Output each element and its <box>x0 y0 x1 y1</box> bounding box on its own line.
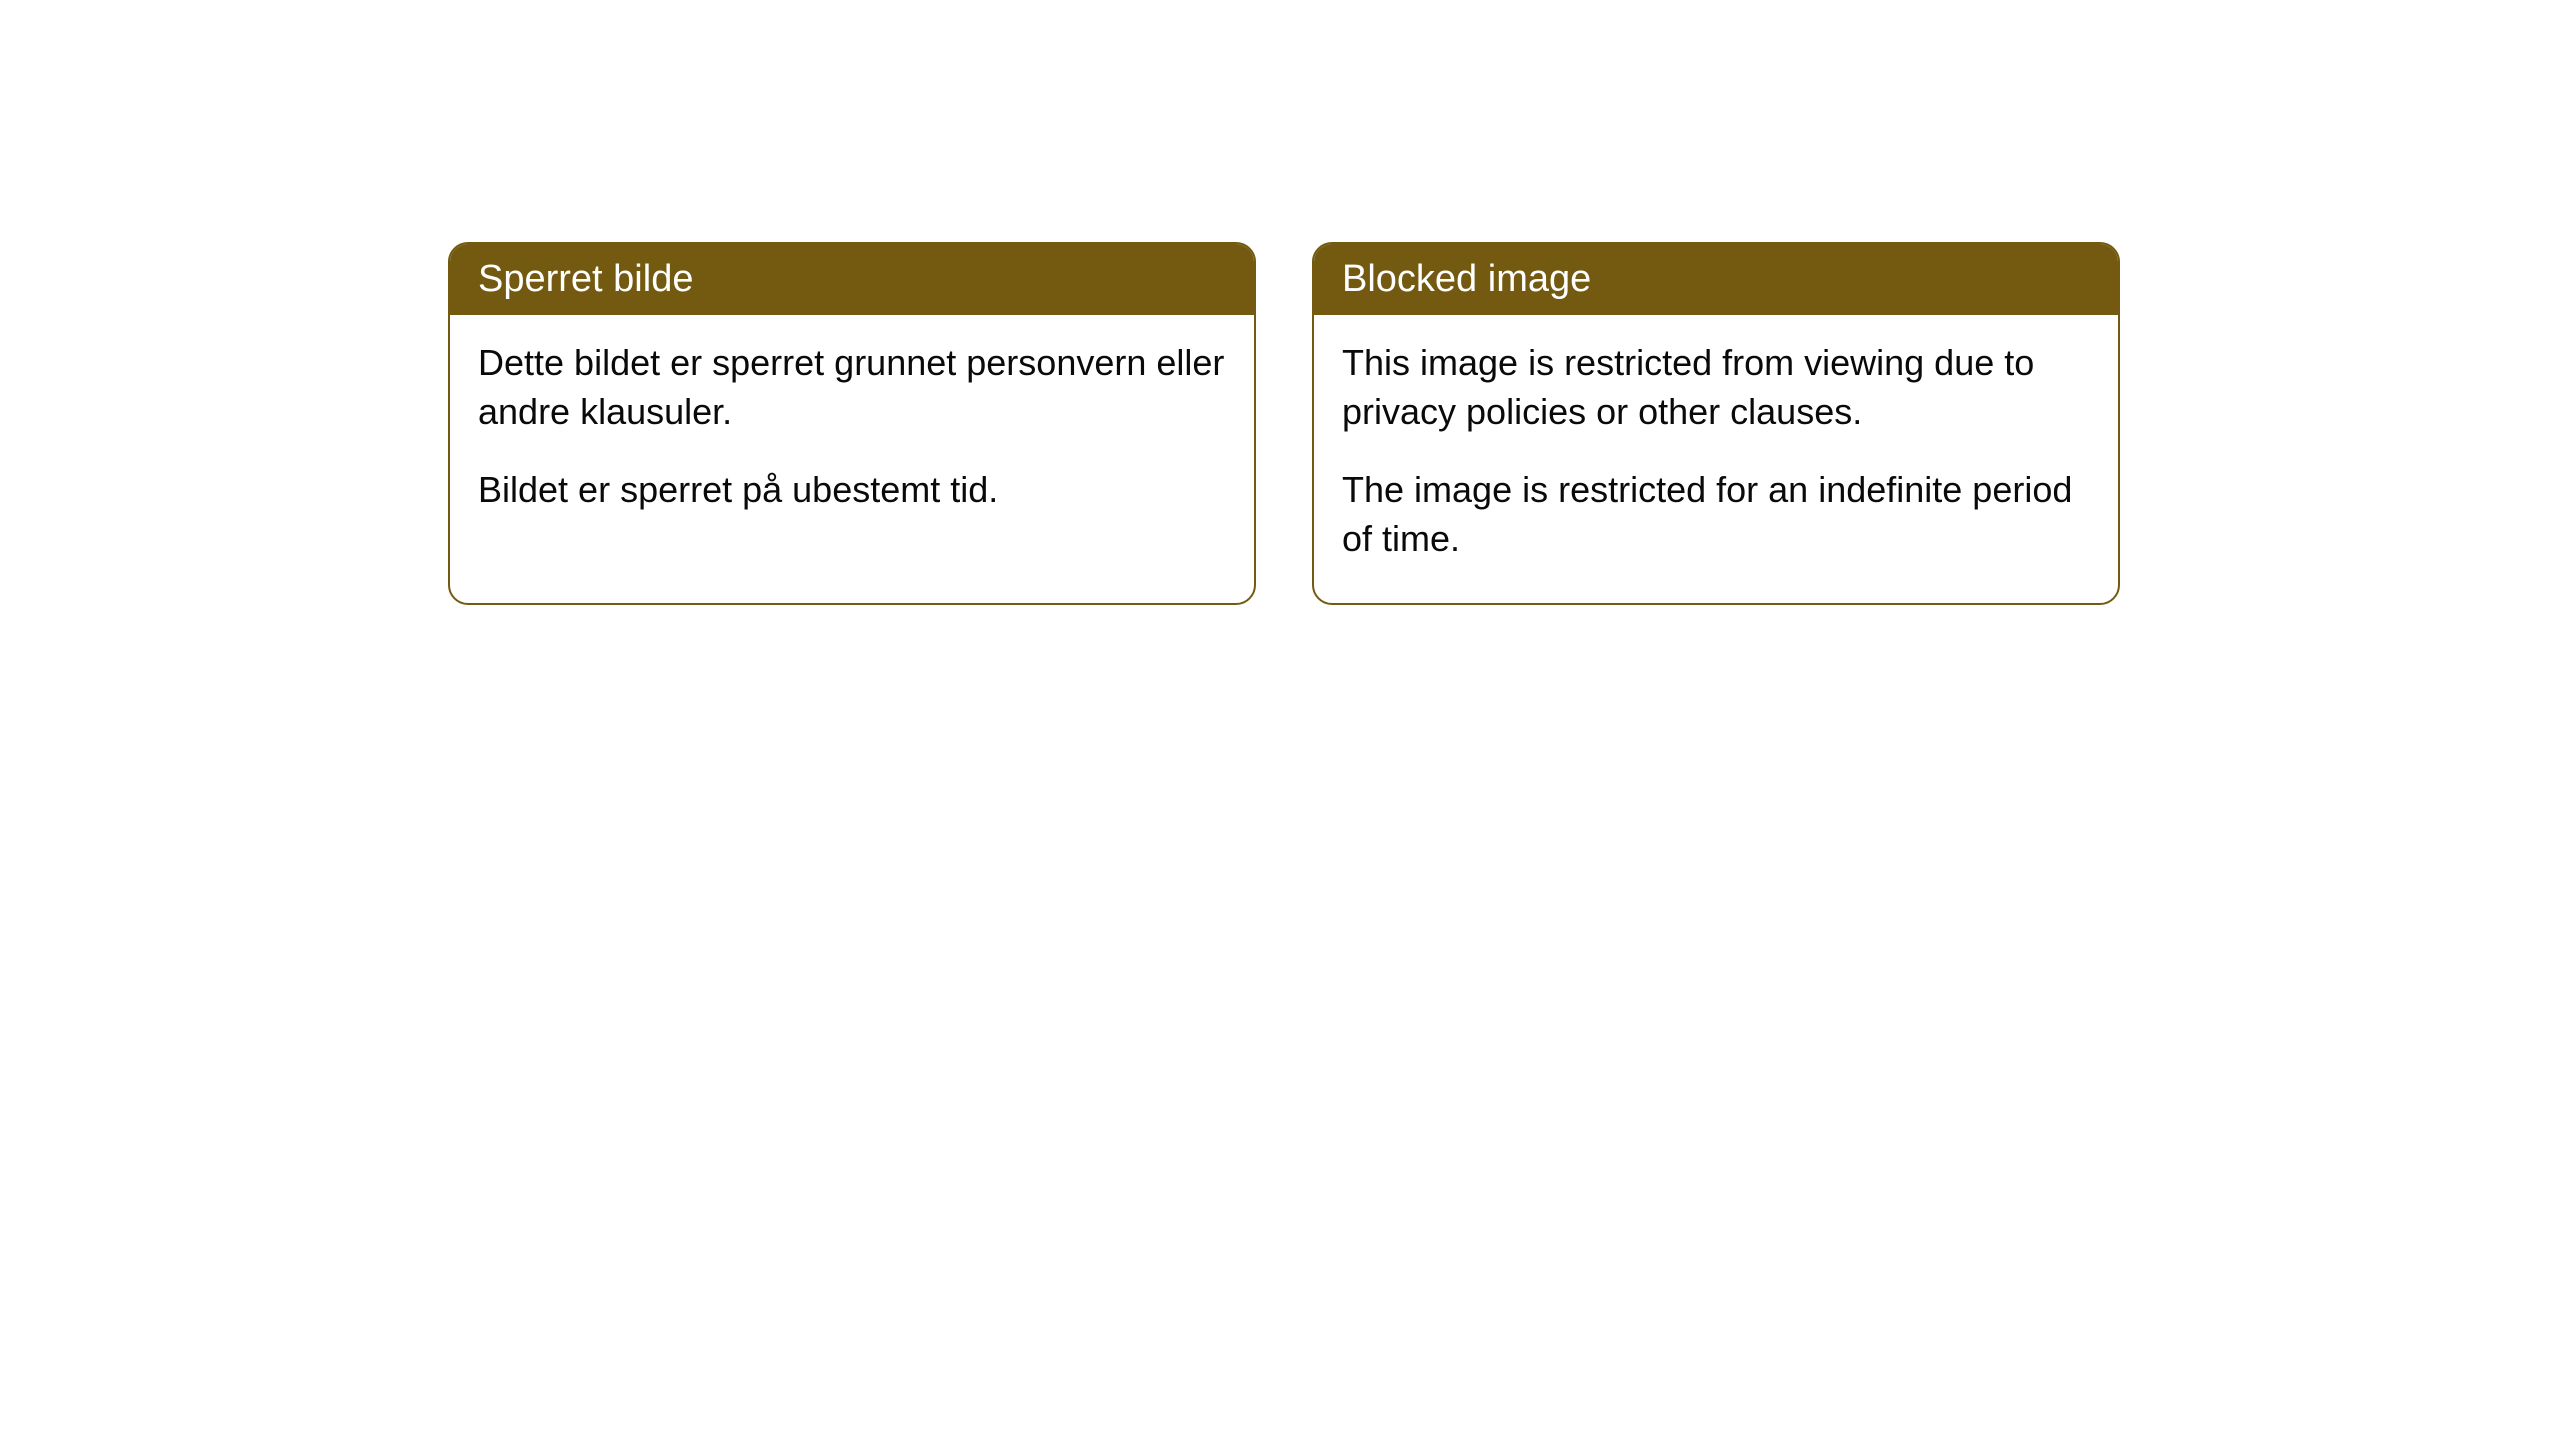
card-header: Sperret bilde <box>450 244 1254 315</box>
notice-paragraph-2: The image is restricted for an indefinit… <box>1342 466 2090 563</box>
blocked-image-card-english: Blocked image This image is restricted f… <box>1312 242 2120 605</box>
blocked-image-card-norwegian: Sperret bilde Dette bildet er sperret gr… <box>448 242 1256 605</box>
notice-paragraph-2: Bildet er sperret på ubestemt tid. <box>478 466 1226 515</box>
card-header: Blocked image <box>1314 244 2118 315</box>
notice-cards-container: Sperret bilde Dette bildet er sperret gr… <box>0 0 2560 605</box>
card-body: This image is restricted from viewing du… <box>1314 315 2118 603</box>
notice-paragraph-1: Dette bildet er sperret grunnet personve… <box>478 339 1226 436</box>
card-body: Dette bildet er sperret grunnet personve… <box>450 315 1254 555</box>
notice-paragraph-1: This image is restricted from viewing du… <box>1342 339 2090 436</box>
